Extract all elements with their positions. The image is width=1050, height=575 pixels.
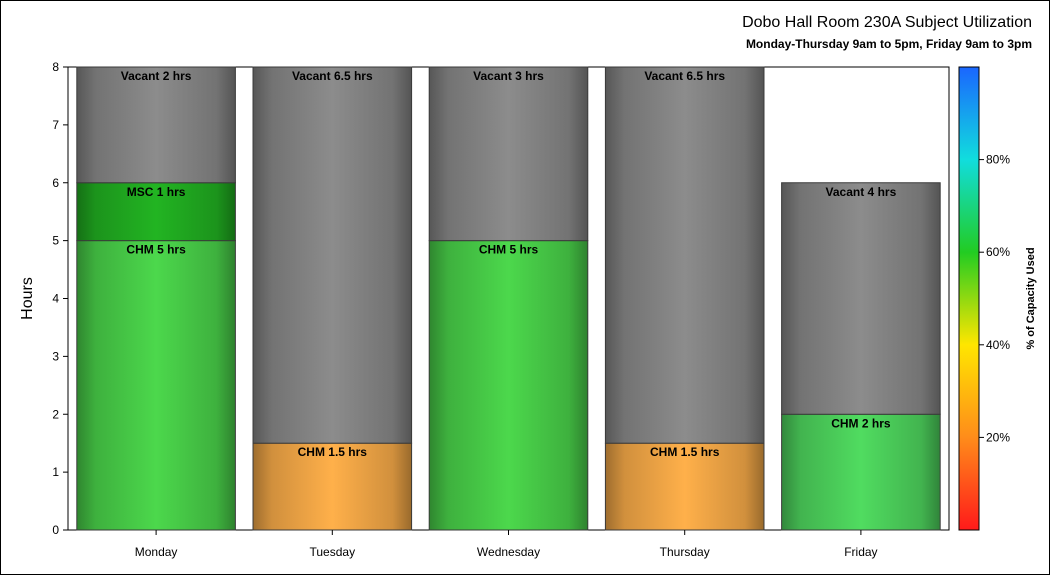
x-tick-label-friday: Friday	[844, 545, 877, 559]
y-tick-label: 7	[52, 118, 59, 132]
x-tick-label-monday: Monday	[135, 545, 178, 559]
chart-subtitle: Monday-Thursday 9am to 5pm, Friday 9am t…	[745, 37, 1032, 51]
bar-segment-monday-1	[76, 182, 236, 242]
bar-segment-tuesday-1	[252, 66, 413, 444]
bar-segment-wednesday-1	[428, 66, 589, 242]
colorbar-tick-label: 80%	[986, 153, 1010, 167]
chart-title: Dobo Hall Room 230A Subject Utilization	[742, 14, 1032, 31]
bar-segment-thursday-1	[604, 66, 765, 444]
y-tick-label: 8	[52, 60, 59, 74]
bar-label-tuesday-0: CHM 1.5 hrs	[298, 445, 368, 459]
bar-segment-monday-0	[76, 240, 236, 531]
bar-segment-friday-0	[781, 413, 941, 531]
y-tick-label: 1	[52, 465, 59, 479]
bar-label-thursday-0: CHM 1.5 hrs	[650, 445, 720, 459]
y-tick-label: 0	[52, 523, 59, 537]
bar-segment-friday-1	[781, 182, 941, 415]
x-tick-label-wednesday: Wednesday	[477, 545, 540, 559]
bar-label-monday-0: CHM 5 hrs	[126, 243, 186, 257]
bar-label-wednesday-0: CHM 5 hrs	[479, 243, 539, 257]
plot-area: CHM 5 hrs MSC 1 hrs Vacant 2 hrs CHM 1.5 hr…	[67, 66, 950, 531]
bar-label-wednesday-1: Vacant 3 hrs	[473, 69, 544, 83]
y-tick-label: 3	[52, 349, 59, 363]
y-tick-label: 5	[52, 234, 59, 248]
y-tick-label: 6	[52, 176, 59, 190]
colorbar-label: % of Capacity Used	[1025, 247, 1037, 349]
y-axis-label: Hours	[19, 277, 36, 320]
colorbar-tick-label: 40%	[986, 338, 1010, 352]
bar-label-monday-2: Vacant 2 hrs	[121, 69, 192, 83]
bar-label-thursday-1: Vacant 6.5 hrs	[644, 69, 725, 83]
colorbar-gradient	[958, 66, 980, 531]
bar-segment-wednesday-0	[428, 240, 589, 531]
bar-label-friday-1: Vacant 4 hrs	[826, 185, 897, 199]
y-tick-label: 4	[52, 292, 59, 306]
axes: 0 1 2 3 4 5 6 7 8 Hours Monday Tuesday Wednesday Thur…	[19, 60, 878, 559]
bar-label-monday-1: MSC 1 hrs	[127, 185, 186, 199]
bar-label-friday-0: CHM 2 hrs	[831, 416, 891, 430]
colorbar-tick-label: 20%	[986, 430, 1010, 444]
x-tick-label-thursday: Thursday	[660, 545, 710, 559]
colorbar: 20% 40% 60% 80% % of Capacity Used	[958, 66, 1037, 531]
bar-segment-monday-2	[76, 66, 236, 184]
x-tick-label-tuesday: Tuesday	[310, 545, 356, 559]
bar-label-tuesday-1: Vacant 6.5 hrs	[292, 69, 373, 83]
bar-segment-tuesday-0	[252, 442, 413, 531]
y-tick-label: 2	[52, 407, 59, 421]
colorbar-tick-label: 60%	[986, 245, 1010, 259]
bar-segment-thursday-0	[604, 442, 765, 531]
